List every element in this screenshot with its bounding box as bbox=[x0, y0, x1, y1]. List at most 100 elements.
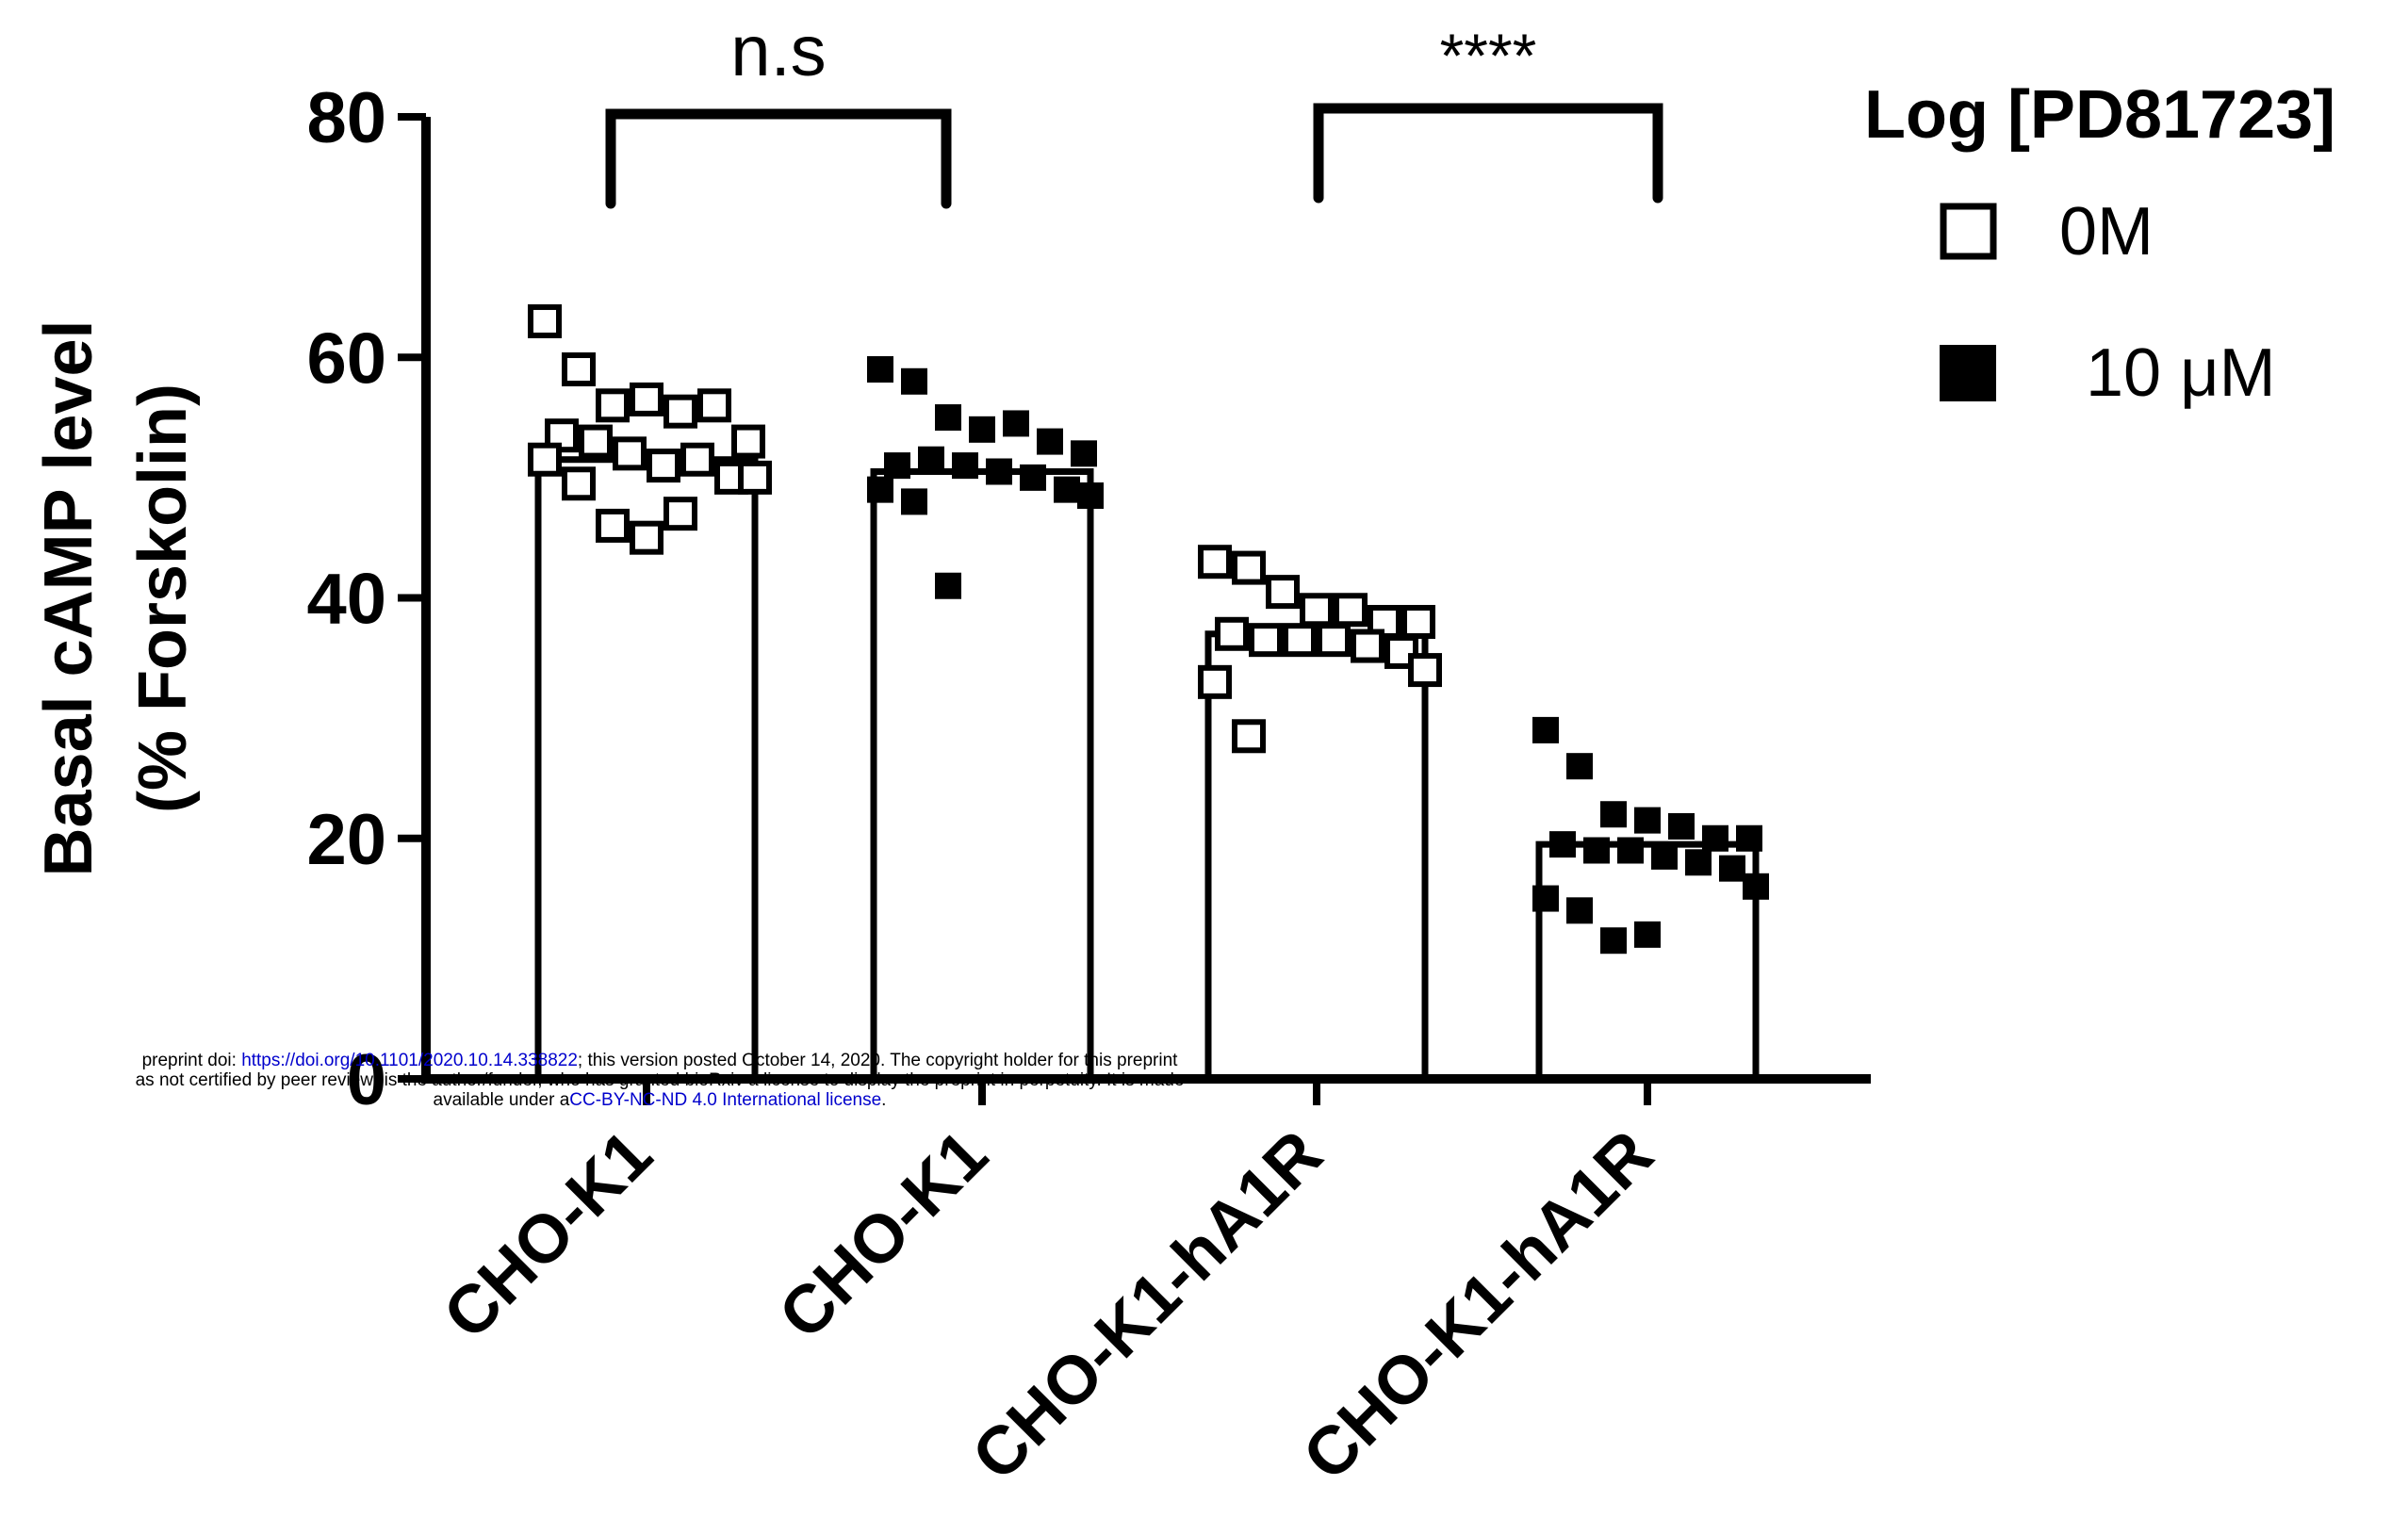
data-point bbox=[918, 446, 944, 473]
legend-entry-0m: 0M bbox=[2059, 194, 2154, 269]
data-point bbox=[1566, 897, 1593, 924]
data-point bbox=[731, 424, 765, 459]
data-point bbox=[1736, 824, 1762, 852]
data-point bbox=[969, 416, 995, 443]
y-tick-label: 0 bbox=[347, 1040, 386, 1120]
data-point bbox=[935, 572, 961, 599]
significance-bracket bbox=[605, 108, 952, 209]
data-point bbox=[680, 442, 714, 477]
data-point bbox=[528, 303, 562, 338]
legend-marker-open bbox=[1940, 203, 1997, 260]
data-point bbox=[647, 449, 680, 483]
data-point bbox=[1198, 664, 1232, 699]
data-point bbox=[1719, 855, 1745, 882]
data-point bbox=[1600, 801, 1627, 828]
points-layer bbox=[528, 303, 1769, 955]
data-point bbox=[1249, 623, 1283, 658]
data-point bbox=[1549, 831, 1576, 858]
data-point bbox=[1685, 849, 1712, 876]
notice-line-1: preprint doi: https://doi.org/10.1101/20… bbox=[0, 1051, 1319, 1070]
data-point bbox=[1532, 716, 1559, 743]
data-point bbox=[738, 460, 772, 495]
data-point bbox=[901, 488, 927, 515]
data-point bbox=[1317, 623, 1351, 658]
data-point bbox=[1617, 837, 1644, 864]
data-point bbox=[630, 520, 663, 555]
notice-text: . bbox=[881, 1090, 887, 1110]
significance-bracket bbox=[1313, 103, 1663, 204]
significance-label: n.s bbox=[730, 11, 826, 91]
data-point bbox=[1077, 482, 1104, 510]
significance-label: **** bbox=[1440, 21, 1537, 90]
data-point bbox=[1215, 616, 1249, 651]
data-point bbox=[1283, 623, 1317, 658]
legend-entry-10um: 10 μM bbox=[2086, 335, 2276, 411]
y-axis-label-units: (% Forskolin) bbox=[125, 384, 201, 813]
data-point bbox=[1408, 653, 1442, 688]
notice-text: ; this version posted October 14, 2020. … bbox=[577, 1051, 1178, 1070]
data-point bbox=[1037, 428, 1063, 455]
data-point bbox=[1401, 605, 1435, 640]
data-point bbox=[596, 508, 630, 543]
x-category-label: CHO-K1-hA1R bbox=[1289, 1117, 1668, 1495]
data-point bbox=[867, 476, 893, 503]
data-point bbox=[596, 388, 630, 423]
data-point bbox=[884, 452, 910, 480]
data-point bbox=[1651, 842, 1678, 870]
bar-2 bbox=[1204, 630, 1429, 1083]
data-point bbox=[1054, 476, 1080, 503]
x-category-label: CHO-K1 bbox=[430, 1117, 667, 1354]
data-point bbox=[1532, 885, 1559, 912]
data-point bbox=[1266, 575, 1300, 610]
data-point bbox=[579, 424, 613, 459]
significance-layer: n.s **** bbox=[605, 11, 1663, 209]
y-axis-label: Basal cAMP level bbox=[31, 319, 106, 876]
data-point bbox=[1351, 628, 1384, 663]
legend: Log [PD81723] 0M 10 μM bbox=[1864, 77, 2335, 411]
data-point bbox=[630, 382, 663, 416]
legend-title: Log [PD81723] bbox=[1864, 77, 2335, 153]
y-tick-label: 40 bbox=[306, 560, 386, 640]
data-point bbox=[528, 442, 562, 477]
y-tick-label: 20 bbox=[306, 800, 386, 880]
data-point bbox=[952, 452, 978, 480]
notice-text: preprint doi: bbox=[141, 1051, 242, 1070]
data-point bbox=[1232, 719, 1266, 754]
data-point bbox=[1634, 807, 1661, 834]
data-point bbox=[986, 458, 1012, 485]
legend-marker-filled bbox=[1940, 345, 1996, 401]
data-point bbox=[1232, 550, 1266, 585]
notice-line-3: available under aCC-BY-NC-ND 4.0 Interna… bbox=[0, 1090, 1319, 1110]
data-point bbox=[867, 356, 893, 384]
data-point bbox=[1003, 410, 1029, 437]
data-point bbox=[663, 497, 697, 531]
data-point bbox=[1071, 440, 1097, 467]
x-category-label: CHO-K1 bbox=[765, 1117, 1003, 1354]
data-point bbox=[935, 404, 961, 432]
y-tick-label: 80 bbox=[306, 78, 386, 158]
data-point bbox=[1600, 927, 1627, 955]
data-point bbox=[697, 388, 731, 423]
data-point bbox=[663, 394, 697, 429]
data-point bbox=[1668, 812, 1695, 840]
data-point bbox=[1198, 545, 1232, 579]
x-category-label: CHO-K1-hA1R bbox=[958, 1117, 1337, 1495]
data-point bbox=[1702, 824, 1728, 852]
license-link[interactable]: CC-BY-NC-ND 4.0 International license bbox=[569, 1090, 882, 1110]
data-point bbox=[1634, 921, 1661, 948]
bar-0 bbox=[534, 456, 759, 1083]
data-point bbox=[562, 466, 596, 501]
bar-1 bbox=[870, 467, 1094, 1083]
data-point bbox=[1743, 873, 1769, 900]
data-point bbox=[1020, 464, 1046, 491]
data-point bbox=[562, 352, 596, 387]
preprint-notice: preprint doi: https://doi.org/10.1101/20… bbox=[0, 1051, 1319, 1110]
data-point bbox=[1334, 593, 1368, 628]
y-tick-label: 60 bbox=[306, 318, 386, 399]
bar-3 bbox=[1535, 840, 1760, 1083]
data-point bbox=[901, 367, 927, 395]
doi-link[interactable]: https://doi.org/10.1101/2020.10.14.33882… bbox=[241, 1051, 578, 1070]
data-point bbox=[613, 436, 647, 471]
notice-text: available under a bbox=[433, 1090, 570, 1110]
